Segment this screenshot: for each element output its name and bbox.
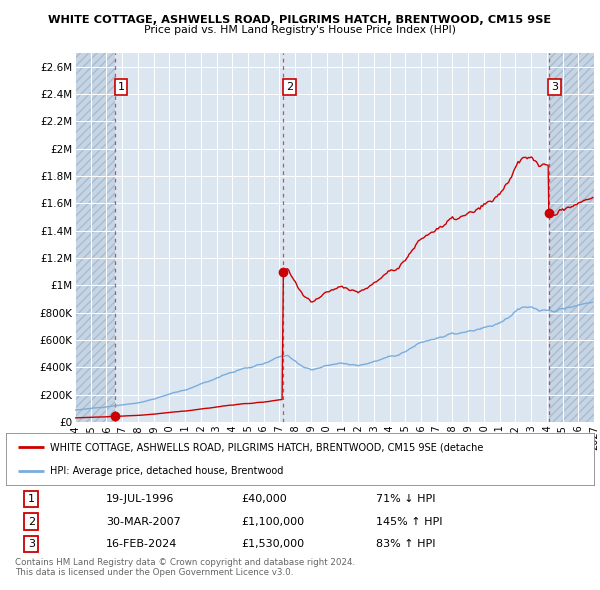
Text: 16-FEB-2024: 16-FEB-2024 xyxy=(106,539,178,549)
Text: 83% ↑ HPI: 83% ↑ HPI xyxy=(376,539,436,549)
Text: 30-MAR-2007: 30-MAR-2007 xyxy=(106,516,181,526)
Text: Price paid vs. HM Land Registry's House Price Index (HPI): Price paid vs. HM Land Registry's House … xyxy=(144,25,456,35)
Bar xyxy=(549,53,594,422)
Text: 145% ↑ HPI: 145% ↑ HPI xyxy=(376,516,443,526)
Text: 3: 3 xyxy=(28,539,35,549)
Bar xyxy=(75,53,115,422)
Text: 1: 1 xyxy=(28,494,35,504)
Text: Contains HM Land Registry data © Crown copyright and database right 2024.
This d: Contains HM Land Registry data © Crown c… xyxy=(15,558,355,577)
Text: 2: 2 xyxy=(286,82,293,92)
Bar xyxy=(75,53,115,422)
Text: WHITE COTTAGE, ASHWELLS ROAD, PILGRIMS HATCH, BRENTWOOD, CM15 9SE (detache: WHITE COTTAGE, ASHWELLS ROAD, PILGRIMS H… xyxy=(50,442,484,452)
Text: £40,000: £40,000 xyxy=(241,494,287,504)
Text: £1,530,000: £1,530,000 xyxy=(241,539,304,549)
Text: 71% ↓ HPI: 71% ↓ HPI xyxy=(376,494,436,504)
Text: 1: 1 xyxy=(118,82,124,92)
Text: HPI: Average price, detached house, Brentwood: HPI: Average price, detached house, Bren… xyxy=(50,466,283,476)
Text: 2: 2 xyxy=(28,516,35,526)
Text: WHITE COTTAGE, ASHWELLS ROAD, PILGRIMS HATCH, BRENTWOOD, CM15 9SE: WHITE COTTAGE, ASHWELLS ROAD, PILGRIMS H… xyxy=(49,15,551,25)
Text: £1,100,000: £1,100,000 xyxy=(241,516,304,526)
Bar xyxy=(549,53,594,422)
Text: 3: 3 xyxy=(551,82,558,92)
Text: 19-JUL-1996: 19-JUL-1996 xyxy=(106,494,175,504)
